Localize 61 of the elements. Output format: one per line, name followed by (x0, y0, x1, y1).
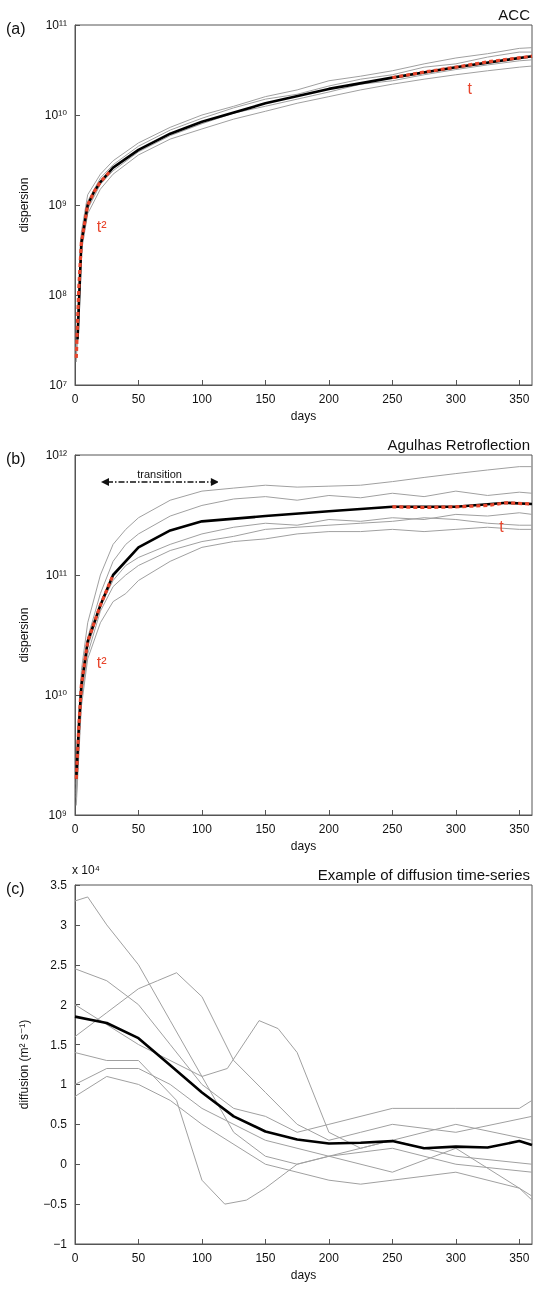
series-label: t² (96, 217, 108, 235)
y-tick-label: 10¹¹ (45, 568, 67, 582)
x-tick-label: 350 (509, 392, 530, 406)
y-tick-label: 1.5 (50, 1037, 68, 1052)
x-axis-title: days (290, 1267, 317, 1282)
y-tick-label: 2.5 (50, 957, 68, 972)
x-tick-label: 100 (191, 392, 213, 406)
y-tick-label: 10⁹ (48, 808, 67, 822)
y-tick-label: 10¹⁰ (44, 108, 68, 122)
x-tick-label: 350 (509, 822, 530, 836)
y-tick-label: −1 (53, 1237, 68, 1251)
x-tick-label: 200 (318, 822, 340, 836)
y-tick-label: 10¹⁰ (44, 688, 68, 702)
y-tick-label: 1 (60, 1077, 68, 1092)
text: x 10⁴ (72, 863, 100, 877)
x-tick-label: 100 (191, 1251, 213, 1265)
y-tick-label: 10⁷ (49, 378, 67, 392)
x-tick-label: 150 (255, 1251, 276, 1265)
x-tick-label: 300 (445, 392, 467, 406)
x-tick-label: 200 (318, 1251, 340, 1265)
x-tick-label: 300 (445, 822, 467, 836)
x-tick-label: 150 (255, 392, 276, 406)
x-axis-title: days (290, 408, 317, 423)
x-tick-label: 0 (71, 1251, 79, 1265)
x-tick-label: 0 (71, 822, 79, 836)
x-tick-label: 250 (382, 822, 403, 836)
y-axis-title: dispersion (17, 607, 31, 663)
series-label: t (499, 517, 505, 535)
chart-title: Agulhas Retroflection (387, 436, 531, 453)
y-tick-label: 10¹² (45, 448, 67, 462)
y-tick-label: 0 (60, 1157, 68, 1172)
y-axis-title: diffusion (m² s⁻¹) (17, 1019, 31, 1110)
x-axis-title: days (290, 838, 317, 853)
y-axis-title: dispersion (17, 177, 31, 233)
y-tick-label: 10¹¹ (45, 18, 67, 32)
y-tick-label: 2 (60, 997, 68, 1012)
y-tick-label: 10⁹ (48, 198, 67, 212)
y-tick-label: −0.5 (43, 1197, 68, 1212)
x-tick-label: 100 (191, 822, 213, 836)
x-tick-label: 200 (318, 392, 340, 406)
annotation: transition (137, 467, 182, 480)
y-tick-label: 3.5 (50, 878, 68, 892)
y-tick-label: 3 (60, 917, 68, 932)
x-tick-label: 50 (131, 392, 146, 406)
chart-title: Example of diffusion time-series (317, 866, 531, 883)
x-tick-label: 300 (445, 1251, 467, 1265)
text: (a) (6, 19, 26, 37)
x-tick-label: 250 (382, 392, 403, 406)
x-tick-label: 50 (131, 1251, 146, 1265)
series-label: t (467, 79, 473, 97)
x-tick-label: 50 (131, 822, 146, 836)
text: (b) (6, 449, 26, 467)
series-label: t² (96, 653, 108, 671)
text: (c) (6, 879, 25, 897)
chart-title: ACC (498, 6, 531, 23)
y-tick-label: 0.5 (50, 1117, 68, 1132)
x-tick-label: 350 (509, 1251, 530, 1265)
x-tick-label: 150 (255, 822, 276, 836)
x-tick-label: 0 (71, 392, 79, 406)
x-tick-label: 250 (382, 1251, 403, 1265)
y-tick-label: 10⁸ (48, 288, 67, 302)
